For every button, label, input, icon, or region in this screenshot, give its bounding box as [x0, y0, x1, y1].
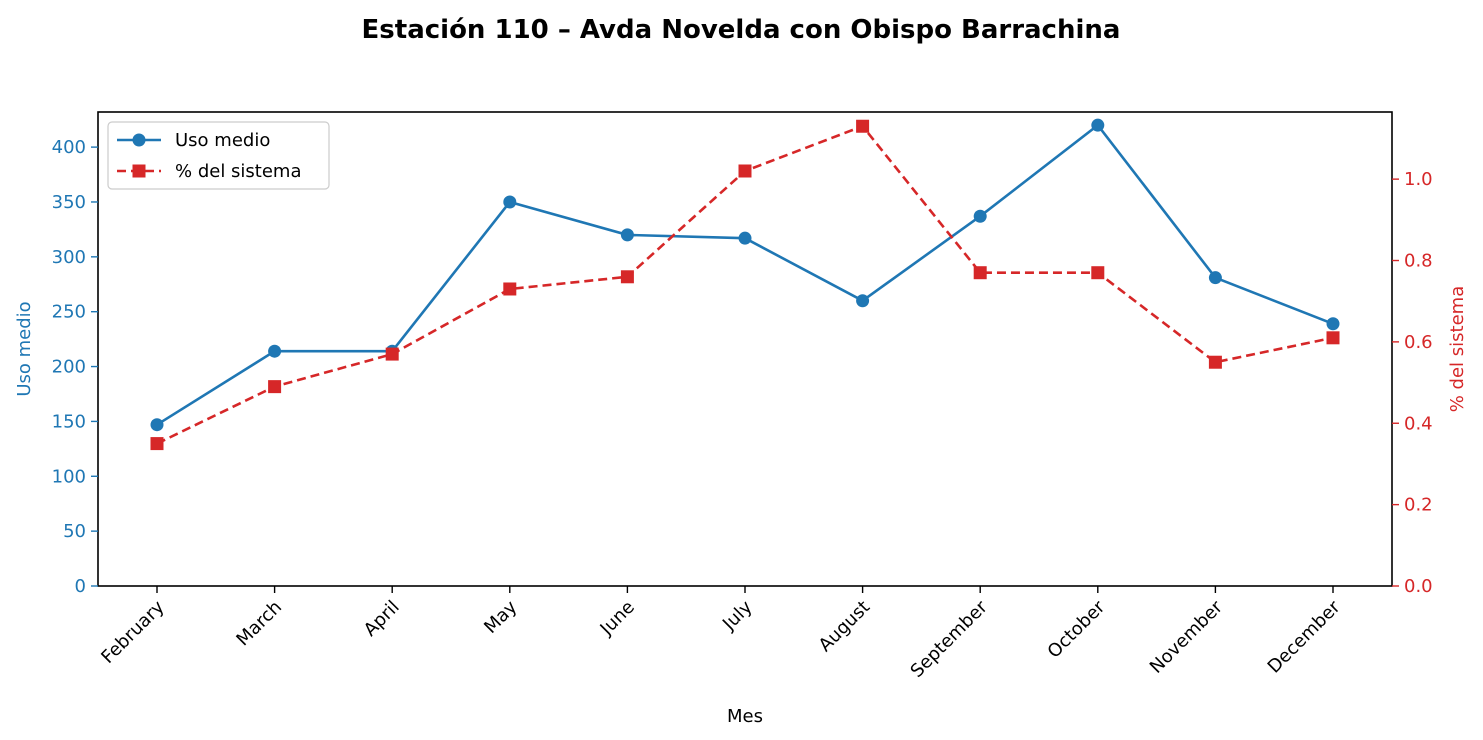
y-left-tick-label: 200: [52, 357, 86, 378]
y-axis-left-label: Uso medio: [14, 301, 35, 396]
data-point: [856, 119, 870, 133]
x-tick-label: September: [907, 596, 993, 682]
data-point: [1208, 271, 1222, 285]
y-axis-right-label: % del sistema: [1447, 286, 1468, 413]
x-tick-label: December: [1264, 596, 1345, 677]
data-point: [620, 228, 634, 242]
data-point: [856, 294, 870, 308]
legend-label: % del sistema: [175, 161, 302, 182]
y-left-tick-label: 50: [63, 521, 86, 542]
data-point: [268, 380, 282, 394]
y-right-tick-label: 1.0: [1404, 169, 1433, 190]
data-point: [1326, 317, 1340, 331]
x-tick-label: November: [1146, 596, 1227, 677]
legend-marker: [132, 164, 146, 178]
y-left-tick-label: 300: [52, 247, 86, 268]
data-point: [503, 195, 517, 209]
y-right-tick-label: 0.2: [1404, 495, 1433, 516]
data-point: [973, 266, 987, 280]
x-tick-label: February: [97, 596, 168, 667]
y-left-tick-label: 350: [52, 192, 86, 213]
y-left-tick-label: 150: [52, 411, 86, 432]
x-tick-label: June: [596, 597, 639, 640]
data-point: [1091, 266, 1105, 280]
data-point: [1208, 355, 1222, 369]
x-tick-label: October: [1044, 596, 1110, 662]
data-point: [385, 347, 399, 361]
data-point: [1091, 118, 1105, 132]
data-point: [150, 418, 164, 432]
x-tick-label: March: [232, 597, 286, 651]
data-point: [268, 344, 282, 358]
data-point: [973, 209, 987, 223]
chart-title: Estación 110 – Avda Novelda con Obispo B…: [362, 15, 1121, 45]
x-tick-label: August: [815, 597, 874, 656]
legend-marker: [132, 133, 146, 147]
x-tick-label: May: [480, 596, 521, 637]
x-axis-label: Mes: [727, 706, 763, 727]
y-left-tick-label: 400: [52, 137, 86, 158]
y-right-tick-label: 0.6: [1404, 332, 1433, 353]
y-left-tick-label: 100: [52, 466, 86, 487]
data-point: [738, 231, 752, 245]
legend: Uso medio % del sistema: [107, 121, 330, 190]
data-point: [1326, 331, 1340, 345]
y-right-tick-label: 0.0: [1404, 576, 1433, 597]
y-left-tick-label: 0: [75, 576, 86, 597]
data-point: [738, 164, 752, 178]
data-point: [620, 270, 634, 284]
x-tick-label: April: [360, 597, 404, 641]
data-point: [503, 282, 517, 296]
y-left-tick-label: 250: [52, 302, 86, 323]
plot-area: 0 50 100 150 200 250 300 350 400 0.0 0.2 0.4 0.6 0.8 1…: [52, 111, 1433, 682]
legend-label: Uso medio: [175, 130, 270, 151]
legend-box: [107, 121, 330, 190]
data-point: [150, 437, 164, 451]
x-tick-label: July: [718, 596, 757, 635]
y-right-tick-label: 0.4: [1404, 413, 1433, 434]
y-right-tick-label: 0.8: [1404, 251, 1433, 272]
